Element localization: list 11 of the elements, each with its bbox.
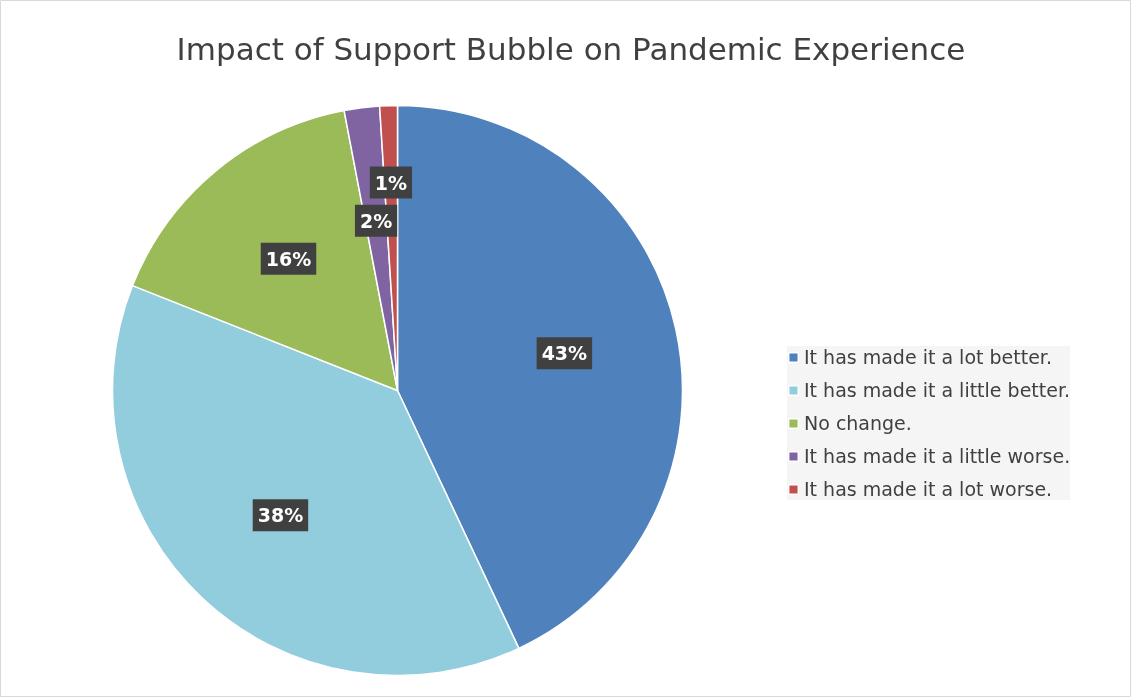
data-label: 16%: [265, 247, 312, 270]
chart-title: Impact of Support Bubble on Pandemic Experience: [176, 30, 966, 67]
legend-label: It has made it a little worse.: [804, 445, 1071, 467]
data-label: 43%: [541, 342, 588, 365]
data-label: 38%: [257, 504, 304, 527]
legend-label: It has made it a lot worse.: [804, 478, 1053, 500]
data-label: 1%: [374, 171, 408, 194]
data-label: 2%: [359, 209, 393, 232]
legend-label: No change.: [804, 412, 912, 434]
legend-label: It has made it a little better.: [804, 379, 1071, 401]
legend-label: It has made it a lot better.: [804, 346, 1052, 368]
